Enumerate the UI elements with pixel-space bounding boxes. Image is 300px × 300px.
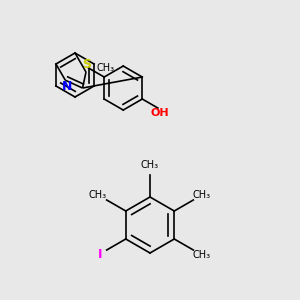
- Text: I: I: [98, 248, 102, 262]
- Text: CH₃: CH₃: [193, 190, 211, 200]
- Text: S: S: [82, 58, 91, 70]
- Text: CH₃: CH₃: [141, 160, 159, 170]
- Text: OH: OH: [151, 108, 169, 118]
- Text: CH₃: CH₃: [89, 190, 107, 200]
- Text: N: N: [62, 80, 73, 93]
- Text: CH₃: CH₃: [193, 250, 211, 260]
- Text: CH₃: CH₃: [97, 63, 115, 73]
